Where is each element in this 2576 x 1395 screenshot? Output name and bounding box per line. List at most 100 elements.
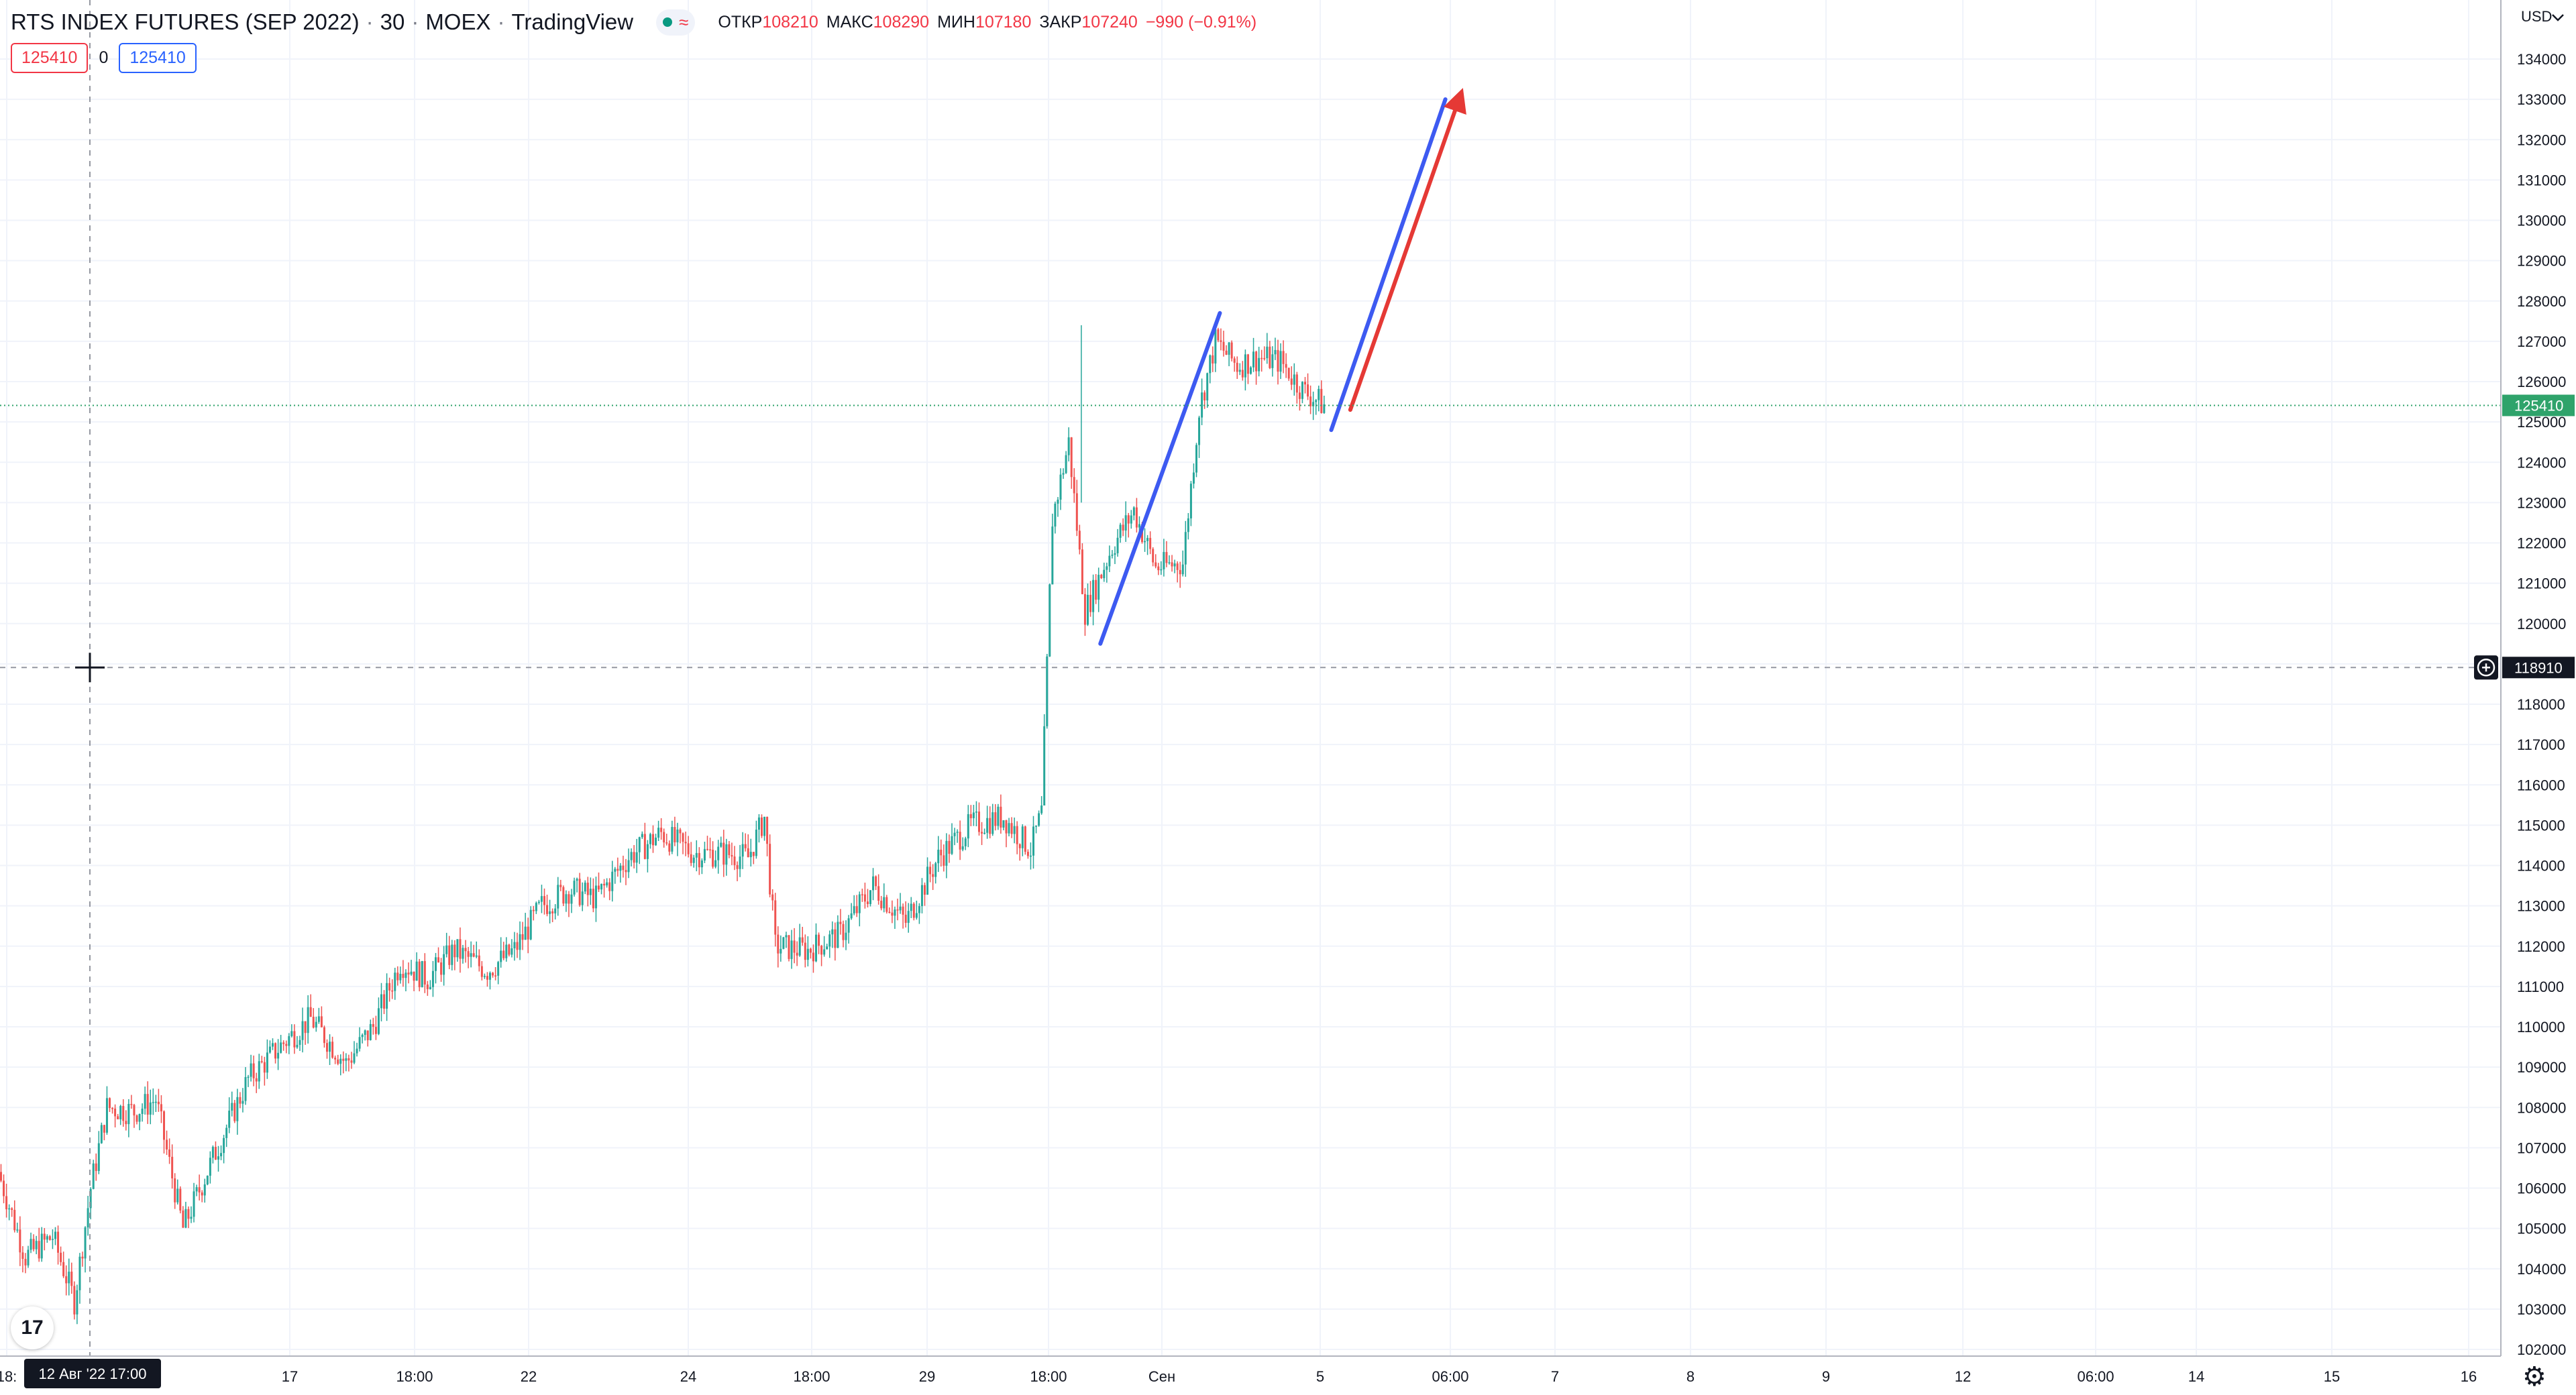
candle-body: [176, 1188, 179, 1203]
candle-body: [315, 1021, 317, 1028]
candle-body: [912, 903, 915, 918]
candle-body: [46, 1236, 48, 1240]
high-value: 108290: [873, 12, 930, 32]
candle-body: [823, 949, 826, 955]
candle-body: [1116, 537, 1119, 553]
time-tick-label: 18:: [0, 1368, 17, 1385]
candle-body: [166, 1139, 168, 1150]
candle-body: [255, 1078, 258, 1082]
candle-body: [388, 983, 391, 991]
price-tick-label: 106000: [2517, 1180, 2566, 1197]
candle-body: [1054, 503, 1057, 527]
candle-body: [929, 867, 932, 875]
drawings-layer[interactable]: [1098, 88, 1466, 646]
arrow-drawing[interactable]: [1348, 88, 1466, 412]
candle-body: [1097, 575, 1100, 600]
currency-label[interactable]: USD: [2521, 8, 2552, 25]
time-tick-label: 24: [680, 1368, 696, 1385]
legend-header: RTS INDEX FUTURES (SEP 2022) · 30 · MOEX…: [11, 5, 1256, 39]
candle-body: [307, 1007, 309, 1034]
buy-price-box[interactable]: 125410: [119, 43, 197, 73]
candle-body: [366, 1030, 369, 1040]
candle-body: [953, 832, 956, 836]
candle-body: [48, 1236, 51, 1240]
candle-body: [855, 906, 858, 913]
candle-body: [1114, 553, 1116, 555]
candle-body: [1295, 374, 1298, 393]
candle-body: [464, 948, 467, 952]
candle-body: [114, 1108, 117, 1117]
candle-body: [1035, 826, 1038, 827]
candle-body: [293, 1031, 296, 1048]
interval-label[interactable]: 30: [380, 9, 405, 34]
candle-body: [386, 983, 388, 1009]
tradingview-logo-icon[interactable]: 17: [11, 1306, 54, 1349]
candle-body: [68, 1272, 70, 1284]
candle-body: [1293, 374, 1295, 385]
candle-body: [431, 970, 434, 987]
candle-body: [280, 1042, 282, 1053]
candle-body: [1018, 844, 1021, 848]
low-label: МИН: [937, 12, 975, 32]
candle-body: [842, 924, 845, 940]
candle-body: [1323, 404, 1326, 413]
chevron-down-icon[interactable]: [2552, 14, 2564, 21]
candle-body: [11, 1208, 13, 1210]
candle-body: [1195, 445, 1197, 473]
candle-body: [456, 939, 459, 958]
time-axis-ticks[interactable]: 18: 17 18:00 22 24 18:00 29 18:00 Сен 5 06:00 7 8 9 12…: [0, 1368, 2477, 1385]
price-tick-label: 122000: [2517, 535, 2566, 552]
candle-body: [342, 1058, 345, 1061]
candle-body: [674, 827, 676, 842]
candle-body: [755, 830, 757, 856]
trend-line-drawing[interactable]: [1098, 311, 1222, 646]
candle-body: [866, 901, 869, 905]
candle-body: [138, 1114, 141, 1122]
candle-body: [451, 944, 453, 965]
candle-body: [983, 832, 986, 834]
candle-body: [146, 1094, 149, 1115]
sell-price-box[interactable]: 125410: [11, 43, 89, 73]
trend-line-drawing[interactable]: [1329, 97, 1448, 433]
candle-body: [60, 1252, 62, 1262]
candle-body: [1132, 507, 1135, 516]
candle-body: [413, 971, 415, 981]
time-tick-label: 18:00: [1030, 1368, 1067, 1385]
exchange-label: MOEX: [425, 9, 491, 34]
candle-body: [546, 905, 549, 914]
candle-body: [1320, 388, 1323, 413]
plus-circle-icon[interactable]: [2474, 655, 2498, 680]
candle-body: [1266, 346, 1269, 359]
candle-body: [1189, 484, 1192, 518]
candle-body: [1010, 823, 1013, 834]
symbol-title[interactable]: RTS INDEX FUTURES (SEP 2022): [11, 9, 360, 34]
price-tick-label: 132000: [2517, 131, 2566, 148]
price-tick-label: 110000: [2517, 1019, 2565, 1036]
candle-body: [920, 885, 923, 907]
candle-body: [712, 850, 714, 867]
market-status[interactable]: ≈: [656, 9, 696, 36]
candle-body: [1168, 562, 1171, 563]
candle-body: [1016, 826, 1018, 844]
candle-body: [540, 896, 543, 902]
candle-body: [850, 913, 853, 919]
candle-body: [948, 840, 951, 854]
candle-body: [1157, 566, 1160, 571]
time-tick-label: 06:00: [1432, 1368, 1468, 1385]
candle-body: [443, 954, 445, 975]
candle-body: [896, 909, 899, 911]
candle-body: [788, 935, 790, 959]
price-axis-bg[interactable]: [2501, 0, 2576, 1395]
candle-body: [1228, 342, 1230, 355]
candle-body: [888, 911, 891, 913]
gear-icon[interactable]: ⚙: [2522, 1362, 2546, 1392]
candle-body: [638, 837, 641, 852]
candle-body: [902, 906, 904, 915]
price-tick-label: 102000: [2517, 1341, 2566, 1358]
candle-body: [1095, 579, 1097, 600]
candle-body: [603, 883, 606, 886]
candle-body: [209, 1158, 211, 1176]
candle-body: [945, 840, 948, 866]
candle-body: [51, 1239, 54, 1240]
